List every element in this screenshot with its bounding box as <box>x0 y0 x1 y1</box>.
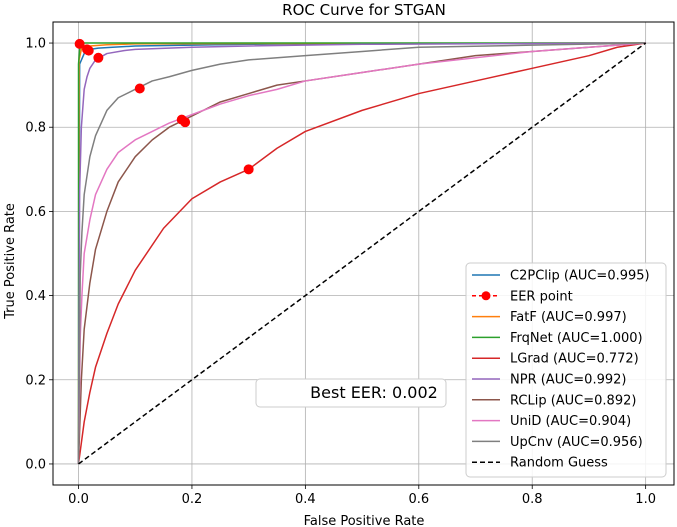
y-tick-label: 0.4 <box>25 289 46 304</box>
legend-item: C2PClip (AUC=0.995) <box>472 269 650 284</box>
legend-label: RCLip (AUC=0.892) <box>510 393 636 408</box>
chart-title: ROC Curve for STGAN <box>282 1 446 19</box>
legend-item: Random Guess <box>472 456 608 471</box>
series-line-rclip <box>77 42 646 464</box>
y-tick-label: 0.0 <box>25 457 46 472</box>
eer-point-frqnet <box>74 38 85 49</box>
x-tick-label: 0.6 <box>408 492 429 507</box>
eer-point-lgrad <box>243 164 254 175</box>
eer-annotation: Best EER: 0.002 <box>255 378 447 408</box>
legend-item: EER point <box>472 289 573 304</box>
y-tick-label: 1.0 <box>25 37 46 52</box>
eer-point-unid <box>176 114 187 125</box>
eer-point-upcnv <box>134 83 145 94</box>
eer-annotation-box <box>255 378 447 408</box>
legend-item: LGrad (AUC=0.772) <box>472 352 639 367</box>
legend-label: UniD (AUC=0.904) <box>510 414 631 429</box>
y-axis-title: True Positive Rate <box>3 203 18 320</box>
random-guess-line <box>78 42 647 465</box>
x-tick-label: 0.8 <box>522 492 543 507</box>
eer-point-npr <box>93 52 104 63</box>
legend-item: RCLip (AUC=0.892) <box>472 393 636 408</box>
legend-item: FatF (AUC=0.997) <box>472 310 627 325</box>
legend-label: UpCnv (AUC=0.956) <box>510 435 643 450</box>
series-line-unid <box>77 42 646 464</box>
legend: C2PClip (AUC=0.995) EER point FatF (AUC=0.… <box>465 262 667 478</box>
legend-label: NPR (AUC=0.992) <box>510 373 626 388</box>
series-line-lgrad <box>77 42 646 465</box>
y-tick-label: 0.8 <box>25 121 46 136</box>
eer-annotation-text: Best EER: 0.002 <box>310 383 438 402</box>
y-tick-label: 0.6 <box>25 205 46 220</box>
legend-item: NPR (AUC=0.992) <box>472 373 626 388</box>
axes-frame <box>52 21 675 486</box>
x-tick-label: 1.0 <box>635 492 656 507</box>
x-axis-title: False Positive Rate <box>304 514 425 527</box>
grid <box>53 22 674 485</box>
legend-label: LGrad (AUC=0.772) <box>510 352 639 367</box>
legend-label: EER point <box>510 289 573 304</box>
axis-ticks: 0.0 0.2 0.4 0.6 0.8 1.0 0.0 0.2 0.4 0.6 0.8 1.0 <box>25 37 656 507</box>
legend-label: FrqNet (AUC=1.000) <box>510 331 643 346</box>
plot-area <box>74 38 647 465</box>
eer-point-fatf <box>82 44 93 55</box>
legend-item: FrqNet (AUC=1.000) <box>472 331 643 346</box>
legend-box <box>465 262 667 478</box>
series-line-upcnv <box>77 42 646 464</box>
legend-label: FatF (AUC=0.997) <box>510 310 627 325</box>
y-tick-label: 0.2 <box>25 373 46 388</box>
x-tick-label: 0.2 <box>182 492 203 507</box>
legend-item: UniD (AUC=0.904) <box>472 414 631 429</box>
legend-label: Random Guess <box>510 456 608 471</box>
legend-item: UpCnv (AUC=0.956) <box>472 435 643 450</box>
legend-marker-eer <box>481 291 491 301</box>
x-tick-label: 0.0 <box>68 492 89 507</box>
x-tick-label: 0.4 <box>295 492 316 507</box>
legend-label: C2PClip (AUC=0.995) <box>510 269 650 284</box>
